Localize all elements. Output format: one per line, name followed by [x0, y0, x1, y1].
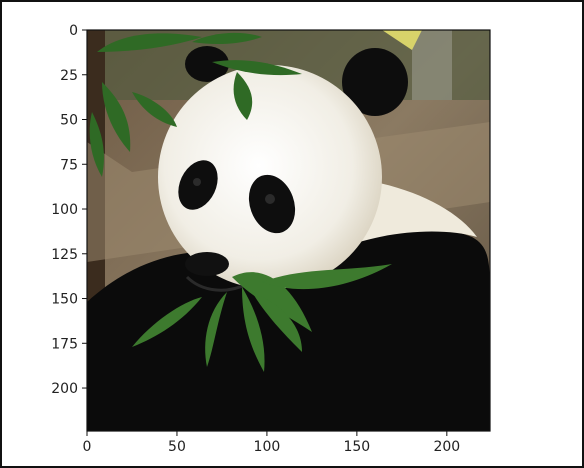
panda-eye-right [265, 194, 275, 204]
y-tick-label: 75 [60, 157, 78, 173]
x-tick-label: 0 [83, 439, 92, 455]
y-tick-label: 100 [51, 202, 78, 218]
top-leaves [89, 32, 302, 177]
y-tick-label: 50 [60, 113, 78, 129]
panda-eye-patch-right [248, 174, 296, 234]
y-tick-label: 0 [69, 23, 78, 39]
panda-nose [185, 252, 229, 276]
y-tick-label: 175 [51, 336, 78, 352]
background-pole [412, 30, 452, 100]
panda-ear-right [342, 48, 408, 116]
axes-frame [86, 29, 491, 432]
y-tick-label: 25 [60, 68, 78, 84]
bamboo-leaves [132, 264, 392, 372]
y-tick-label: 150 [51, 292, 78, 308]
x-tick-label: 50 [168, 439, 186, 455]
y-tick-label: 125 [51, 247, 78, 263]
x-tick-label: 200 [433, 439, 460, 455]
x-tick-label: 100 [254, 439, 281, 455]
panda-photo [87, 30, 490, 431]
x-tick-label: 150 [343, 439, 370, 455]
panda-mouth [185, 275, 248, 292]
y-axis: 0 25 50 75 100 125 150 175 200 [51, 23, 87, 397]
panda-eye-left [193, 178, 201, 186]
yellow-leaf [382, 30, 422, 50]
x-axis: 0 50 100 150 200 [83, 431, 460, 455]
panda-ear-left [185, 46, 229, 82]
y-tick-label: 200 [51, 381, 78, 397]
